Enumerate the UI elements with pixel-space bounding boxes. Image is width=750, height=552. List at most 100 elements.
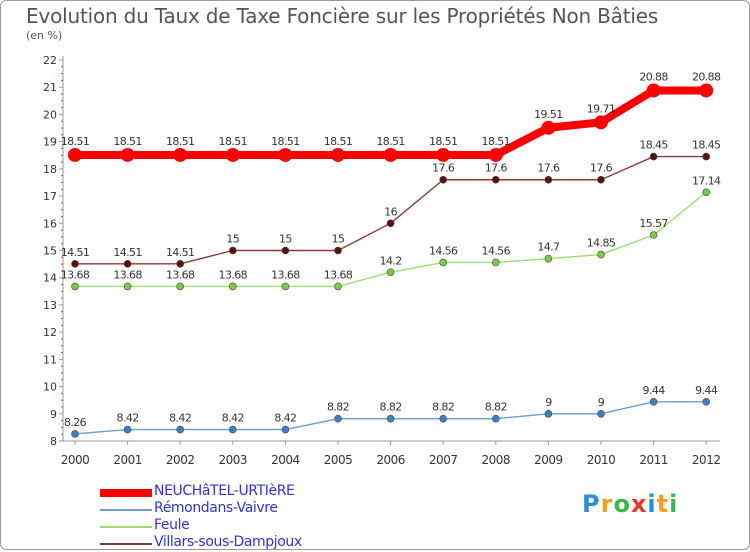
legend-swatch [100, 489, 152, 497]
series-point [597, 409, 605, 418]
data-label: 15 [332, 233, 345, 246]
logo-letter: i [669, 490, 679, 518]
series-point [229, 282, 237, 291]
y-tick-label: 19 [43, 136, 57, 149]
series-point [699, 83, 714, 98]
data-label: 13.68 [113, 268, 142, 281]
data-label: 8.82 [380, 401, 402, 414]
data-label: 9.44 [643, 384, 666, 397]
logo-letter: t [656, 490, 670, 518]
series-point [491, 175, 500, 184]
data-label: 8.42 [222, 412, 244, 425]
y-tick-label: 15 [43, 245, 57, 258]
x-tick-label: 2001 [113, 453, 142, 467]
data-label: 14.56 [429, 244, 458, 257]
data-label: 13.68 [271, 268, 300, 281]
x-tick-label: 2000 [61, 453, 90, 467]
data-label: 17.6 [432, 162, 455, 175]
data-label: 18.51 [113, 135, 142, 148]
series-point [488, 147, 503, 162]
series-point [491, 414, 500, 423]
y-tick-label: 18 [43, 163, 57, 176]
series-point [120, 147, 135, 162]
x-tick-label: 2010 [587, 453, 616, 467]
x-tick-label: 2003 [219, 453, 248, 467]
series-point [646, 83, 661, 98]
data-label: 18.51 [166, 135, 195, 148]
data-label: 8.42 [117, 412, 139, 425]
data-label: 14.56 [482, 244, 511, 257]
series-point [123, 425, 132, 434]
data-label: 15 [226, 233, 239, 246]
series-point [597, 175, 605, 184]
series-point [541, 120, 556, 135]
x-tick-label: 2011 [639, 453, 668, 467]
legend-label: NEUCHâTEL-URTIèRE [154, 483, 295, 499]
series-point [334, 414, 342, 423]
legend-label: Feule [154, 517, 190, 533]
series-point [331, 147, 345, 162]
data-label: 17.6 [590, 162, 613, 175]
series-point [702, 398, 711, 406]
y-tick-label: 20 [43, 108, 57, 121]
y-tick-label: 21 [43, 81, 57, 94]
data-label: 17.6 [485, 162, 508, 175]
x-tick-label: 2006 [376, 453, 405, 467]
data-label: 14.51 [166, 246, 195, 259]
series-point [436, 147, 451, 162]
series-point [229, 425, 237, 434]
data-label: 15.57 [639, 217, 668, 230]
chart-subtitle: (en %) [26, 29, 63, 42]
series-point [544, 409, 553, 418]
data-label: 18.51 [482, 135, 511, 148]
series-point [649, 231, 658, 239]
data-label: 13.68 [61, 268, 90, 281]
series-point [68, 147, 82, 162]
series-point [71, 430, 79, 438]
data-label: 18.51 [324, 135, 353, 148]
data-label: 14.51 [113, 246, 142, 259]
series-point [278, 147, 293, 162]
data-label: 18.51 [429, 135, 458, 148]
data-label: 18.51 [61, 135, 90, 148]
data-label: 17.14 [692, 174, 721, 187]
y-tick-label: 11 [43, 353, 57, 366]
x-tick-label: 2008 [482, 453, 511, 467]
y-tick-label: 13 [43, 299, 57, 312]
data-label: 8.82 [327, 401, 349, 414]
data-label: 8.42 [274, 412, 296, 425]
data-label: 16 [384, 205, 397, 218]
legend-swatch [100, 509, 152, 511]
legend-swatch [100, 526, 152, 528]
series-point [229, 246, 237, 255]
data-label: 13.68 [219, 268, 248, 281]
series-point [439, 175, 448, 184]
series-point [123, 282, 132, 291]
logo-letter: i [647, 490, 657, 518]
legend-label: Villars-sous-Dampjoux [154, 534, 302, 550]
x-tick-label: 2004 [271, 453, 300, 467]
series-point [386, 219, 395, 228]
data-label: 18.51 [376, 135, 405, 148]
series-point [383, 147, 398, 162]
y-tick-label: 10 [43, 381, 57, 394]
series-point [544, 175, 553, 184]
y-tick-label: 17 [43, 190, 57, 203]
series-point [386, 268, 395, 277]
data-label: 19.51 [534, 108, 563, 121]
data-label: 20.88 [692, 70, 721, 83]
data-label: 13.68 [166, 268, 195, 281]
data-label: 9 [598, 396, 605, 409]
series-point [176, 282, 184, 291]
series-point [281, 246, 290, 255]
data-label: 8.82 [432, 401, 454, 414]
x-tick-label: 2005 [324, 453, 353, 467]
logo-letter: P [582, 490, 601, 518]
y-tick-label: 16 [43, 217, 57, 230]
series-point [225, 147, 240, 162]
data-label: 18.45 [639, 139, 668, 152]
series-point [176, 425, 184, 434]
series-point [544, 254, 553, 263]
